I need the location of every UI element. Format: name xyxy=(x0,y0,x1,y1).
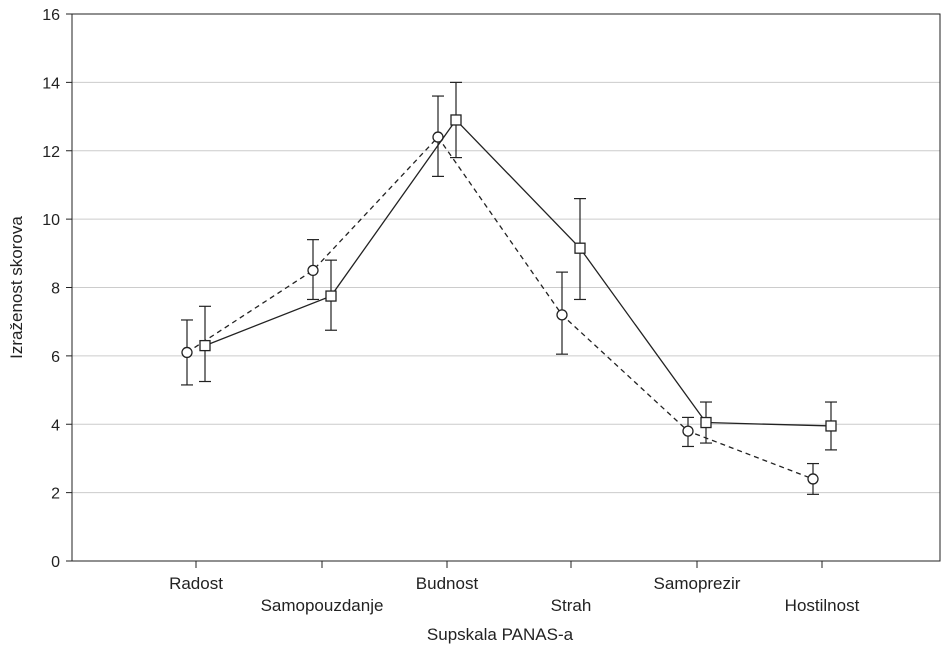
data-point-circle xyxy=(807,473,819,485)
x-category-label: Samopouzdanje xyxy=(261,596,384,615)
y-tick-label: 2 xyxy=(51,486,60,503)
data-point-circle xyxy=(307,264,319,277)
x-category-label: Strah xyxy=(551,596,592,615)
x-category-label: Budnost xyxy=(416,574,479,593)
series-1 xyxy=(181,95,819,495)
y-tick-label: 10 xyxy=(42,212,60,229)
grid-lines xyxy=(72,81,940,494)
x-category-label: Radost xyxy=(169,574,223,593)
series-layer xyxy=(181,81,837,495)
series-2-line xyxy=(204,118,832,427)
data-point-square xyxy=(450,114,462,126)
y-tick-label: 6 xyxy=(51,349,60,366)
x-axis-title: Supskala PANAS-a xyxy=(427,625,574,644)
data-point-square xyxy=(574,242,586,254)
y-tick-label: 8 xyxy=(51,281,60,298)
y-tick-label: 12 xyxy=(42,144,60,161)
axes: 0 2 4 6 8 10 12 14 16 Radost Samopouzdanje Budnost S… xyxy=(42,7,859,615)
y-tick-label: 0 xyxy=(51,554,60,571)
data-point-circle xyxy=(682,425,694,437)
data-point-square xyxy=(825,420,837,432)
x-category-label: Samoprezir xyxy=(654,574,741,593)
data-point-square xyxy=(199,339,211,352)
y-axis-title: Izraženost skorova xyxy=(7,216,26,359)
data-point-circle xyxy=(181,346,193,359)
series-2 xyxy=(199,81,837,451)
series-1-line xyxy=(186,136,814,480)
y-tick-label: 14 xyxy=(42,75,60,92)
data-point-square xyxy=(325,290,337,302)
y-tick-label: 16 xyxy=(42,7,60,24)
y-tick-label: 4 xyxy=(51,417,60,434)
data-point-circle xyxy=(556,309,568,321)
data-point-square xyxy=(700,416,712,429)
data-point-circle xyxy=(432,131,444,143)
x-category-label: Hostilnost xyxy=(785,596,860,615)
